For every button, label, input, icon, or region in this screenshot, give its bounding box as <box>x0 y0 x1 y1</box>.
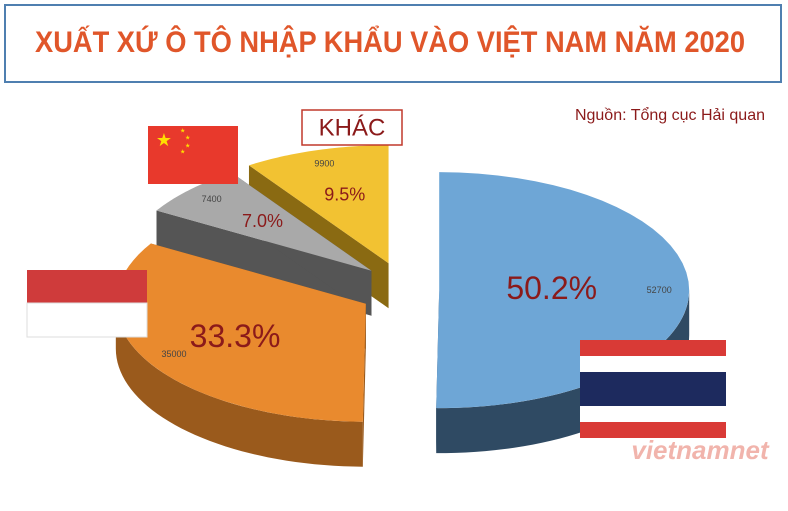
svg-text:★: ★ <box>180 128 185 135</box>
value-label: 7400 <box>202 194 222 204</box>
title-box <box>4 4 782 83</box>
slice-side <box>156 210 372 316</box>
other-label-box <box>301 109 403 146</box>
svg-text:★: ★ <box>185 135 190 142</box>
value-label: 35000 <box>161 349 186 359</box>
slice <box>248 145 389 264</box>
category-label: KHÁC <box>319 114 386 141</box>
chart-title: XUẤT XỨ Ô TÔ NHẬP KHẨU VÀO VIỆT NAM NĂM … <box>35 25 745 59</box>
slice <box>115 243 366 422</box>
value-label: 52700 <box>647 285 672 295</box>
slice <box>156 172 372 271</box>
percent-label: 9.5% <box>324 184 365 204</box>
slice-wall <box>115 303 363 467</box>
percent-label: 7.0% <box>242 211 283 231</box>
source: Nguồn: Tổng cục Hải quan <box>575 106 765 124</box>
flag-china: ★ ★ ★ ★ ★ <box>148 126 238 184</box>
svg-text:★: ★ <box>185 143 190 150</box>
svg-text:★: ★ <box>156 130 172 150</box>
percent-label: 33.3% <box>190 318 281 354</box>
watermark: vietnamnet <box>631 435 770 465</box>
pie <box>115 145 690 467</box>
value-label: 9900 <box>314 158 334 168</box>
percent-label: 50.2% <box>506 270 597 306</box>
flag-thailand <box>580 340 726 438</box>
svg-text:★: ★ <box>180 149 185 156</box>
flag-indonesia <box>26 270 148 338</box>
